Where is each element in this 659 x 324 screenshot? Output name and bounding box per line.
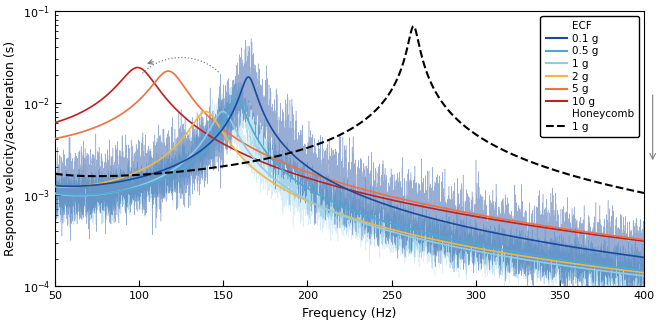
X-axis label: Frequency (Hz): Frequency (Hz) [302,307,397,320]
5 g [80,129,88,133]
2 g [519,254,527,258]
0.1 g [51,184,59,188]
0.1 g [488,230,496,234]
1 g [426,239,434,243]
10 g [400,201,408,204]
0.5 g [488,246,496,249]
0.5 g [426,232,434,236]
10 g [134,65,142,69]
10 g [519,222,527,226]
0.1 g [519,237,527,240]
2 g [400,231,408,235]
10 g [641,239,648,243]
Line: 1 g: 1 g [55,111,645,276]
1 g [488,252,496,256]
1 g [80,193,88,197]
2 g [426,237,434,240]
Line: 10 g: 10 g [55,67,645,241]
5 g [519,221,527,225]
0.5 g [519,251,527,255]
5 g [164,69,172,73]
5 g [641,238,648,242]
0.1 g [80,184,88,188]
0.5 g [400,225,408,229]
10 g [51,121,59,124]
10 g [426,206,434,210]
1 g [51,192,59,196]
2 g [202,110,210,113]
0.1 g [264,121,272,125]
5 g [426,203,434,207]
10 g [488,217,496,221]
0.5 g [233,97,241,101]
5 g [51,137,59,141]
0.1 g [400,208,408,212]
5 g [488,215,496,219]
1 g [400,233,408,237]
1 g [641,274,648,278]
Line: 2 g: 2 g [55,111,645,273]
2 g [80,184,88,188]
2 g [641,271,648,275]
2 g [51,185,59,189]
10 g [264,162,272,166]
0.1 g [641,256,648,260]
0.1 g [426,216,434,220]
0.5 g [51,191,59,195]
1 g [264,172,272,176]
0.5 g [264,153,272,157]
10 g [80,109,88,112]
Line: 0.1 g: 0.1 g [55,77,645,258]
5 g [264,154,272,158]
Legend: ECF, 0.1 g, 0.5 g, 1 g, 2 g, 5 g, 10 g, Honeycomb, 1 g: ECF, 0.1 g, 0.5 g, 1 g, 2 g, 5 g, 10 g, … [540,16,639,137]
Line: 5 g: 5 g [55,71,645,240]
Y-axis label: Response velocity/acceleration (s): Response velocity/acceleration (s) [4,41,17,256]
Line: 0.5 g: 0.5 g [55,99,645,271]
0.5 g [641,269,648,273]
2 g [488,249,496,253]
0.5 g [80,193,88,197]
5 g [400,198,408,202]
2 g [264,178,272,181]
1 g [219,110,227,113]
0.1 g [244,75,252,79]
1 g [519,257,527,261]
